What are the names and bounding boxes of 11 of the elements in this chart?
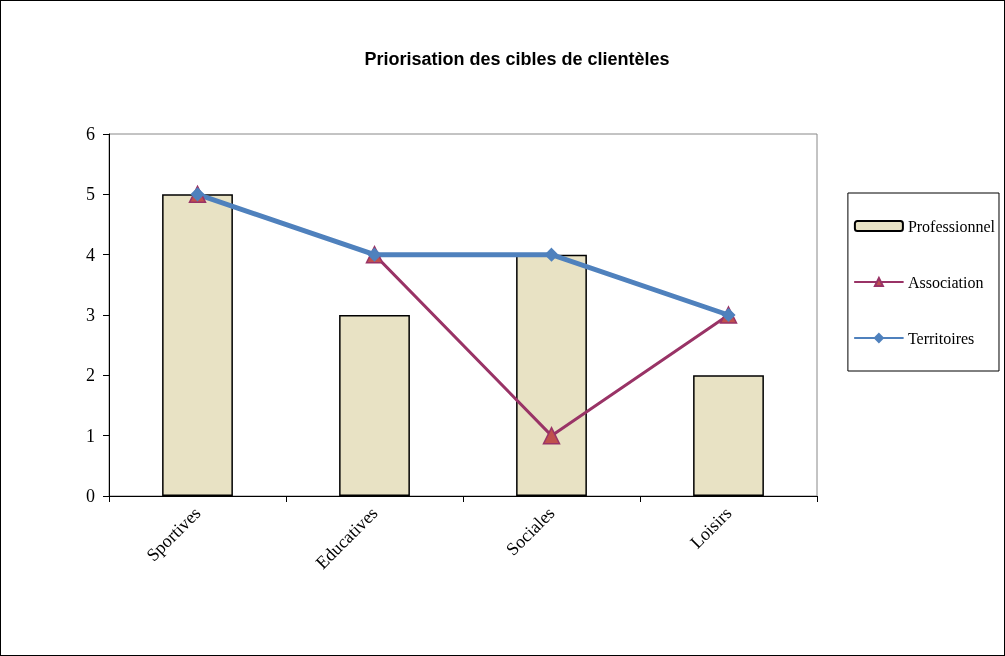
y-tick-label: 1 — [86, 425, 95, 446]
chart-title: Priorisation des cibles de clientèles — [364, 49, 670, 69]
y-tick-label: 3 — [86, 305, 95, 325]
y-tick-label: 5 — [86, 184, 95, 205]
legend-label: Territoires — [907, 329, 975, 347]
y-tick-label: 0 — [86, 486, 95, 506]
y-tick-label: 2 — [86, 365, 95, 386]
y-tick-label: 4 — [86, 244, 95, 265]
legend-label: Association — [907, 273, 984, 291]
y-tick-label: 6 — [86, 124, 95, 144]
legend-label: Professionnel — [907, 217, 996, 235]
